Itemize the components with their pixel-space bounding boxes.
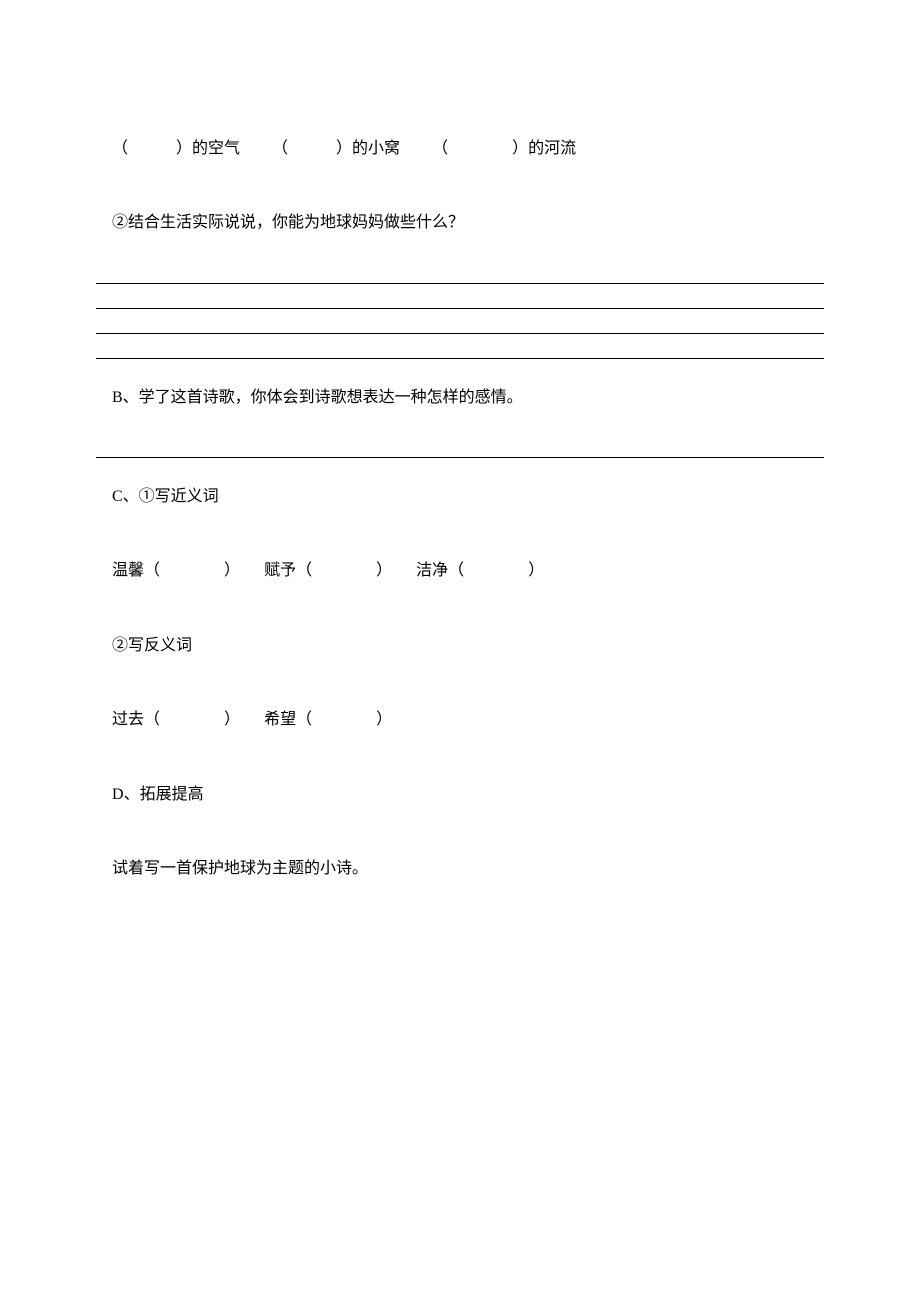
antonym-1-open[interactable]: （ — [144, 711, 160, 728]
question-2: ②结合生活实际说说，你能为地球妈妈做些什么？ — [96, 186, 824, 260]
synonym-1-open[interactable]: （ — [144, 562, 160, 579]
blank-group-3[interactable]: （ ）的河流 — [440, 140, 576, 157]
question-2-text: ②结合生活实际说说，你能为地球妈妈做些什么？ — [112, 214, 464, 231]
section-c-heading: C、①写近义词 — [96, 460, 824, 534]
antonym-1-word: 过去 — [112, 711, 144, 728]
section-b-label: B — [112, 389, 123, 406]
section-c-title: 、①写近义词 — [123, 488, 219, 505]
answer-line-4[interactable] — [96, 336, 824, 359]
answer-line-3[interactable] — [96, 311, 824, 334]
synonym-1-word: 温馨 — [112, 562, 144, 579]
section-d-prompt-text: 试着写一首保护地球为主题的小诗。 — [112, 860, 368, 877]
antonyms-row: 过去（ ） 希望（ ） — [96, 683, 824, 757]
blank-group-1[interactable]: （ ）的空气 — [112, 140, 240, 157]
section-d-label: D — [112, 786, 124, 803]
blank-group-2[interactable]: （ ）的小窝 — [280, 140, 400, 157]
antonym-title: ②写反义词 — [112, 637, 192, 654]
synonym-1-close: ） — [224, 562, 232, 579]
synonyms-row: 温馨（ ） 赋予（ ） 洁净（ ） — [96, 535, 824, 609]
answer-line-b[interactable] — [96, 435, 824, 458]
section-c-label: C — [112, 488, 123, 505]
answer-line-2[interactable] — [96, 286, 824, 309]
synonym-2-word: 赋予 — [264, 562, 296, 579]
synonym-3-close: ） — [528, 562, 544, 579]
section-d-heading: D、拓展提高 — [96, 758, 824, 832]
antonym-2-word: 希望 — [264, 711, 296, 728]
answer-line-1[interactable] — [96, 261, 824, 284]
antonym-1-close: ） — [224, 711, 232, 728]
antonym-heading: ②写反义词 — [96, 609, 824, 683]
section-b-heading: B、学了这首诗歌，你体会到诗歌想表达一种怎样的感情。 — [96, 361, 824, 435]
synonym-3-open[interactable]: （ — [448, 562, 464, 579]
synonym-2-close: ） — [376, 562, 384, 579]
antonym-2-open[interactable]: （ — [296, 711, 312, 728]
antonym-2-close: ） — [376, 711, 392, 728]
section-d-title: 、拓展提高 — [124, 786, 204, 803]
section-d-prompt: 试着写一首保护地球为主题的小诗。 — [96, 832, 824, 906]
fill-in-line-1: （ ）的空气 （ ）的小窝 （ ）的河流 — [96, 112, 824, 186]
section-b-title: 、学了这首诗歌，你体会到诗歌想表达一种怎样的感情。 — [123, 389, 523, 406]
synonym-2-open[interactable]: （ — [296, 562, 312, 579]
synonym-3-word: 洁净 — [416, 562, 448, 579]
